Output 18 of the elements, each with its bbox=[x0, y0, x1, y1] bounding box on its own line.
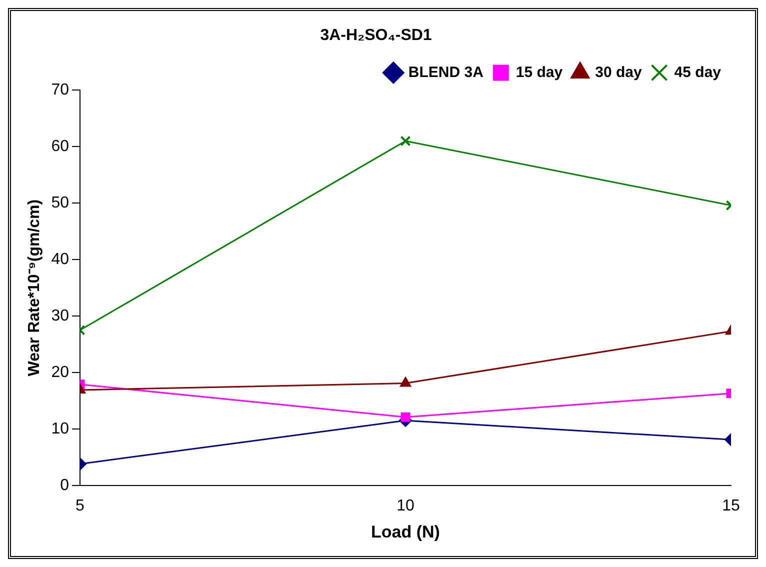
y-tick-label: 30 bbox=[51, 307, 70, 324]
y-tick-label: 10 bbox=[51, 420, 70, 438]
legend-label: BLEND 3A bbox=[408, 64, 484, 81]
legend-label: 45 day bbox=[674, 64, 722, 81]
legend-label: 15 day bbox=[516, 64, 564, 81]
y-tick-label: 50 bbox=[51, 194, 70, 212]
y-tick-label: 60 bbox=[51, 138, 70, 156]
y-axis-title: Wear Rate*10⁻⁹(gm/cm) bbox=[26, 199, 44, 376]
x-tick-label: 15 bbox=[722, 497, 740, 514]
y-tick-label: 0 bbox=[60, 476, 70, 494]
y-tick-label: 20 bbox=[51, 364, 70, 381]
chart-title: 3A-H₂SO₄-SD1 bbox=[320, 27, 432, 44]
y-tick-label: 70 bbox=[51, 82, 70, 99]
y-tick-label: 40 bbox=[51, 250, 70, 268]
x-axis-title: Load (N) bbox=[371, 522, 440, 542]
x-tick-label: 5 bbox=[76, 497, 85, 514]
legend-label: 30 day bbox=[595, 64, 642, 81]
x-tick-label: 10 bbox=[396, 497, 414, 514]
